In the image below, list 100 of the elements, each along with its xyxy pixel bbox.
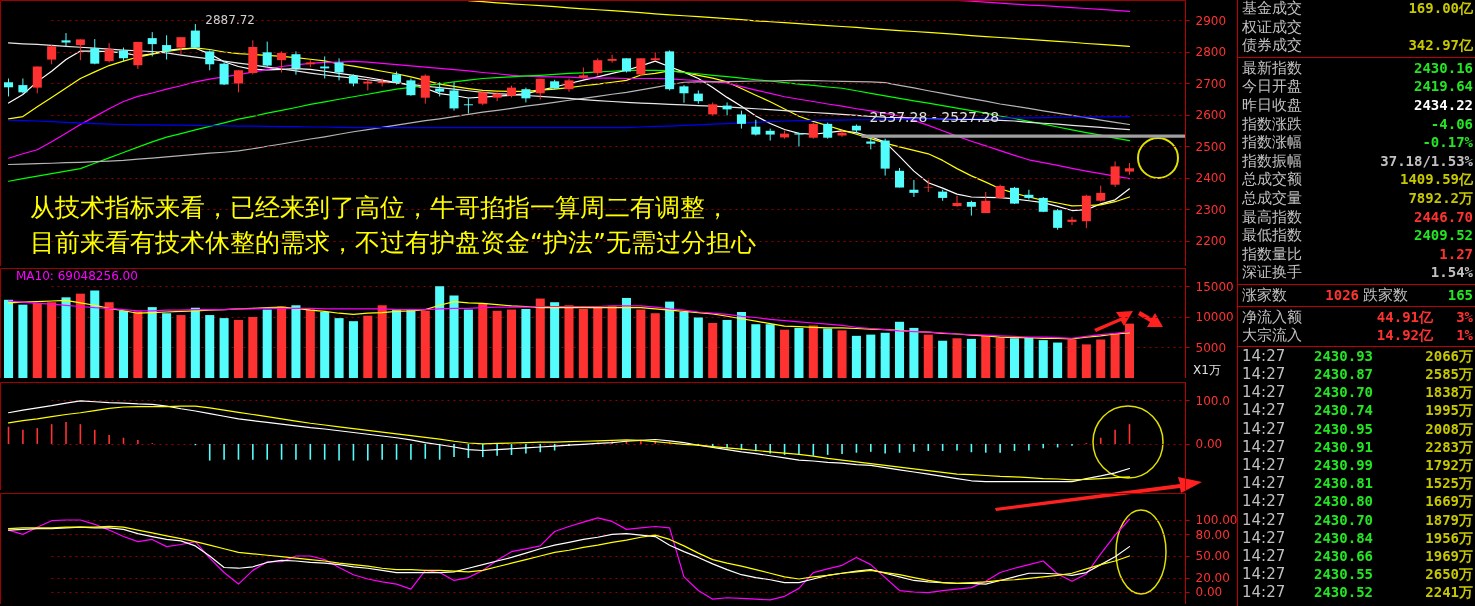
text: 2430.95 xyxy=(1313,420,1373,437)
text: 342.97亿 xyxy=(1408,37,1473,54)
text: 1669万 xyxy=(1425,493,1473,510)
text: 14:27 xyxy=(1242,401,1286,420)
text: 2409.52 xyxy=(1413,227,1473,244)
y-tick-label: 100.00 xyxy=(1195,513,1238,528)
y-tick-label: 2600 xyxy=(1195,108,1227,123)
text: 2430.52 xyxy=(1313,584,1373,601)
text: 14:27 xyxy=(1242,528,1286,547)
text: 今日开盘 xyxy=(1242,77,1302,96)
text: 1% xyxy=(1456,327,1473,344)
text: 基金成交 xyxy=(1242,0,1302,17)
text: -0.17% xyxy=(1422,134,1473,151)
y-tick-label: 0.00 xyxy=(1195,437,1223,452)
text: 3% xyxy=(1456,308,1473,325)
y-tick-label: 2700 xyxy=(1195,76,1227,91)
text: 14:27 xyxy=(1242,474,1286,493)
text: 2446.70 xyxy=(1413,208,1473,225)
text: 涨家数 xyxy=(1242,286,1287,304)
text: 14:27 xyxy=(1242,583,1286,602)
text: 2066万 xyxy=(1425,347,1473,364)
text: 1525万 xyxy=(1425,475,1473,492)
annotation: 从技术指标来看，已经来到了高位，牛哥掐指一算周二有调整， xyxy=(30,193,730,222)
text: 2430.87 xyxy=(1313,366,1373,382)
text: 2283万 xyxy=(1425,438,1473,455)
text: 债券成交 xyxy=(1242,36,1302,55)
text: 最新指数 xyxy=(1242,58,1302,77)
text: 2585万 xyxy=(1425,366,1473,382)
text: 14:27 xyxy=(1242,437,1286,456)
text: 14:27 xyxy=(1242,547,1286,565)
text: 14:27 xyxy=(1242,419,1286,438)
text: 14:27 xyxy=(1242,346,1286,365)
text: 1792万 xyxy=(1425,457,1473,473)
text: 1879万 xyxy=(1425,511,1473,528)
text: 2430.16 xyxy=(1413,59,1473,76)
y-tick-label: 2400 xyxy=(1195,171,1227,186)
text: 2430.99 xyxy=(1313,457,1373,473)
text: 2241万 xyxy=(1425,584,1473,601)
text: 指数振幅 xyxy=(1242,151,1302,170)
text: 最高指数 xyxy=(1242,207,1302,226)
text: 总成交额 xyxy=(1242,170,1302,189)
text: 2430.93 xyxy=(1313,347,1373,364)
y-tick-label: 2300 xyxy=(1195,202,1227,217)
text: 169.00亿 xyxy=(1408,0,1473,16)
y-tick-label: 50.00 xyxy=(1195,549,1230,564)
text: -4.06 xyxy=(1430,115,1473,132)
text: 1.54% xyxy=(1430,264,1473,281)
text: 深证换手 xyxy=(1242,263,1302,282)
text: 2430.74 xyxy=(1313,402,1373,419)
text: 1838万 xyxy=(1425,384,1473,401)
y-tick-label: 5000 xyxy=(1195,340,1227,355)
text: 2434.22 xyxy=(1413,97,1473,113)
text: 1026 xyxy=(1325,287,1359,303)
y-axis-title: X1万 xyxy=(1193,363,1221,377)
text: 指数量比 xyxy=(1242,244,1302,263)
text: 37.18/1.53% xyxy=(1380,152,1473,169)
text: 跌家数 xyxy=(1363,286,1408,304)
text: 昨日收盘 xyxy=(1242,96,1302,114)
text: 14.92亿 xyxy=(1376,327,1433,344)
y-tick-label: 10000 xyxy=(1195,310,1234,325)
text: 14:27 xyxy=(1242,492,1286,511)
annotation: 2887.72 xyxy=(205,13,255,28)
text: 2419.64 xyxy=(1413,78,1473,95)
text: 14:27 xyxy=(1242,565,1286,584)
y-tick-label: 2500 xyxy=(1195,139,1227,154)
text: 2430.55 xyxy=(1313,566,1373,583)
text: 2430.70 xyxy=(1313,384,1373,401)
text: 2430.70 xyxy=(1313,511,1373,528)
text: 2430.84 xyxy=(1313,529,1373,546)
text: 大宗流入 xyxy=(1242,326,1302,345)
y-tick-label: 100.0 xyxy=(1195,393,1230,408)
y-tick-label: 80.00 xyxy=(1195,527,1230,542)
y-tick-label: 2800 xyxy=(1195,45,1227,60)
text: 2430.81 xyxy=(1313,475,1373,492)
text: 1.27 xyxy=(1439,245,1473,262)
text: 1995万 xyxy=(1425,402,1473,419)
text: 14:27 xyxy=(1242,510,1286,529)
y-tick-label: 2900 xyxy=(1195,13,1227,28)
text: 最低指数 xyxy=(1242,226,1302,245)
text: 1956万 xyxy=(1425,529,1473,546)
text: 44.91亿 xyxy=(1376,308,1433,325)
text: 净流入额 xyxy=(1242,307,1302,326)
text: 14:27 xyxy=(1242,365,1286,383)
text: 总成交量 xyxy=(1242,189,1302,207)
text: 1969万 xyxy=(1425,548,1473,564)
text: 1409.59亿 xyxy=(1399,171,1473,188)
text: 14:27 xyxy=(1242,383,1286,402)
y-tick-label: 20.00 xyxy=(1195,571,1230,586)
series-label: MA10: 69048256.00 xyxy=(16,269,138,283)
text: 指数涨跌 xyxy=(1242,114,1302,133)
text: 2430.66 xyxy=(1313,548,1373,564)
text: 指数涨幅 xyxy=(1242,133,1302,152)
text: 权证成交 xyxy=(1242,17,1302,36)
text: 2430.80 xyxy=(1313,493,1373,510)
text: 7892.2万 xyxy=(1408,190,1473,206)
text: 165 xyxy=(1447,287,1473,303)
text: 2430.91 xyxy=(1313,438,1373,455)
text: 2008万 xyxy=(1425,420,1473,437)
y-tick-label: 2200 xyxy=(1195,234,1227,249)
y-tick-label: 15000 xyxy=(1195,279,1234,294)
